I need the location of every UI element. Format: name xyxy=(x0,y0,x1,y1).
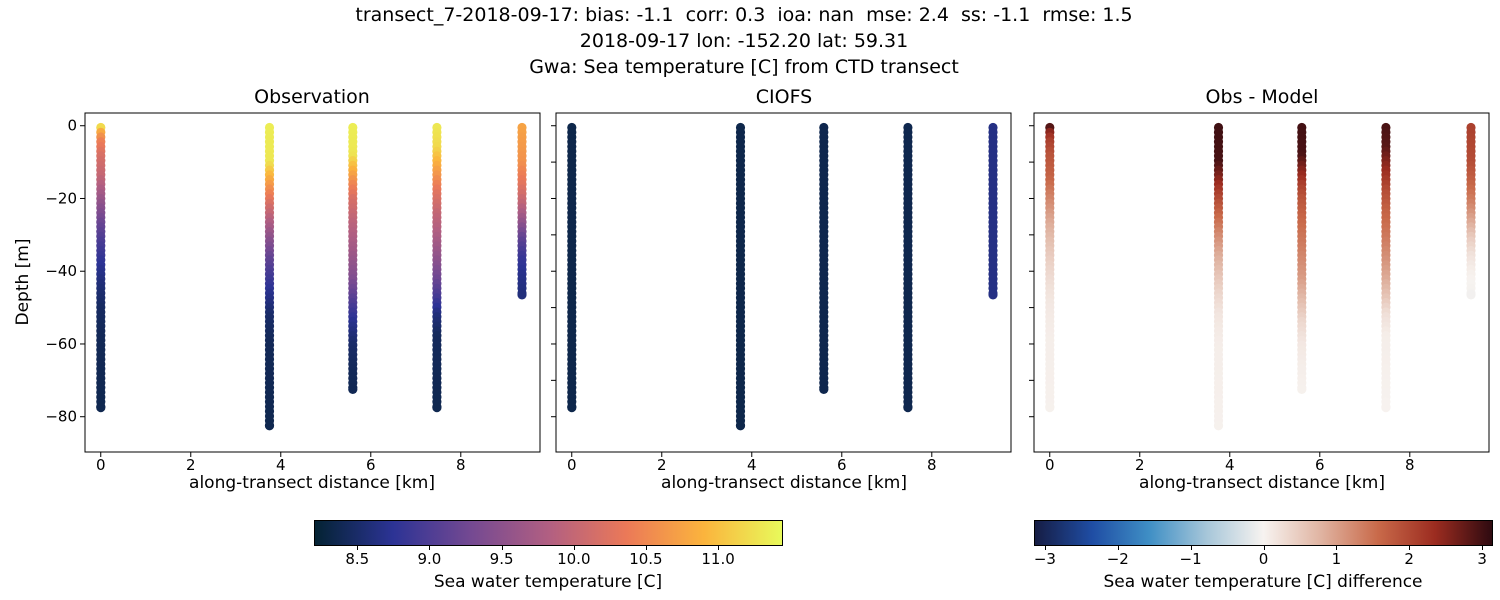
x-tick-label: 0 xyxy=(1045,456,1055,474)
y-tick-label: 0 xyxy=(67,117,77,135)
x-tick-label: 4 xyxy=(747,456,757,474)
y-tick-label: −60 xyxy=(45,335,77,353)
colorbar-tick xyxy=(1482,546,1484,550)
colorbar-tick xyxy=(1117,546,1119,550)
x-axis-label-observation: along-transect distance [km] xyxy=(189,473,435,493)
colorbar-tick-label: 1 xyxy=(1331,550,1342,568)
colorbar-tick-label: 10.5 xyxy=(629,550,663,568)
station-column xyxy=(1297,122,1307,394)
suptitle-line1: transect_7-2018-09-17: bias: -1.1 corr: … xyxy=(355,4,1133,26)
x-tick-label: 0 xyxy=(567,456,577,474)
axes-frame xyxy=(1033,112,1490,453)
difference-colorbar-label: Sea water temperature [C] difference xyxy=(1103,572,1423,592)
colorbar-tick xyxy=(429,546,431,550)
x-tick-label: 2 xyxy=(186,456,196,474)
data-point xyxy=(1381,403,1391,413)
x-tick-label: 0 xyxy=(96,456,106,474)
colorbar-tick-label: 11.0 xyxy=(701,550,735,568)
data-point xyxy=(819,384,829,394)
station-column xyxy=(432,122,442,413)
data-point xyxy=(1297,384,1307,394)
difference-colorbar xyxy=(1034,520,1493,546)
x-tick-label: 6 xyxy=(366,456,376,474)
data-point xyxy=(735,421,746,431)
data-point xyxy=(1213,421,1224,431)
data-point xyxy=(567,403,577,413)
station-column xyxy=(903,122,913,413)
x-tick-label: 4 xyxy=(1225,456,1235,474)
station-column xyxy=(819,122,829,394)
colorbar-tick-label: −2 xyxy=(1106,550,1129,568)
data-point xyxy=(432,403,442,413)
station-column xyxy=(1381,122,1391,413)
station-column xyxy=(1213,122,1224,431)
x-axis-label-diff: along-transect distance [km] xyxy=(1139,473,1385,493)
panel-title-diff: Obs - Model xyxy=(1205,86,1319,108)
station-column xyxy=(1466,122,1476,300)
x-tick-label: 4 xyxy=(276,456,286,474)
x-tick-label: 6 xyxy=(1315,456,1325,474)
station-column xyxy=(988,122,998,300)
panel-obs: 0 2 4 6 8 0 −20 −40 −60 −80 xyxy=(45,112,541,474)
station-column xyxy=(567,122,577,413)
colorbar-tick xyxy=(718,546,720,550)
data-point xyxy=(988,290,998,300)
colorbar-tick xyxy=(1336,546,1338,550)
station-column xyxy=(517,122,527,300)
x-tick-label: 6 xyxy=(837,456,847,474)
station-column xyxy=(264,122,275,431)
data-point xyxy=(1466,290,1476,300)
colorbar-tick xyxy=(1190,546,1192,550)
colorbar-tick-label: 9.0 xyxy=(417,550,442,568)
colorbar-tick-label: 9.5 xyxy=(489,550,514,568)
axes-frame xyxy=(84,112,541,453)
temperature-colorbar-label: Sea water temperature [C] xyxy=(433,572,663,592)
colorbar-tick-label: 3 xyxy=(1477,550,1487,568)
station-column xyxy=(735,122,746,431)
colorbar-tick xyxy=(1044,546,1046,550)
colorbar-tick xyxy=(501,546,503,550)
data-point xyxy=(517,290,527,300)
data-point xyxy=(264,421,275,431)
panel-model: 0 2 4 6 8 xyxy=(551,112,1012,474)
x-tick-label: 2 xyxy=(1135,456,1145,474)
panel-title-observation: Observation xyxy=(254,86,370,108)
colorbar-tick-label: 10.0 xyxy=(557,550,591,568)
axes-frame xyxy=(555,112,1012,453)
suptitle-line3: Gwa: Sea temperature [C] from CTD transe… xyxy=(529,56,959,78)
station-column xyxy=(1045,122,1055,413)
data-point xyxy=(96,403,106,413)
data-point xyxy=(903,403,913,413)
colorbar-tick xyxy=(1263,546,1265,550)
temperature-colorbar xyxy=(314,520,783,546)
colorbar-tick xyxy=(645,546,647,550)
y-tick-label: −40 xyxy=(45,262,77,280)
colorbar-tick-label: 0 xyxy=(1258,550,1269,568)
station-column xyxy=(348,122,358,394)
x-tick-label: 8 xyxy=(927,456,937,474)
x-tick-label: 8 xyxy=(456,456,466,474)
colorbar-tick-label: 2 xyxy=(1404,550,1414,568)
colorbar-tick-label: 8.5 xyxy=(345,550,370,568)
colorbar-tick xyxy=(1409,546,1411,550)
colorbar-tick-label: −3 xyxy=(1033,550,1056,568)
panel-title-ciofs: CIOFS xyxy=(755,86,813,108)
data-point xyxy=(1045,403,1055,413)
colorbar-tick xyxy=(357,546,359,550)
x-tick-label: 2 xyxy=(657,456,667,474)
colorbar-tick xyxy=(573,546,575,550)
station-column xyxy=(96,122,106,413)
x-axis-label-ciofs: along-transect distance [km] xyxy=(661,473,907,493)
colorbar-tick-label: −1 xyxy=(1179,550,1202,568)
panel-diff: 0 2 4 6 8 xyxy=(1029,112,1490,474)
y-tick-label: −20 xyxy=(45,189,77,207)
x-tick-label: 8 xyxy=(1405,456,1415,474)
y-tick-label: −80 xyxy=(45,408,77,426)
data-point xyxy=(348,384,358,394)
suptitle-line2: 2018-09-17 lon: -152.20 lat: 59.31 xyxy=(579,30,909,52)
